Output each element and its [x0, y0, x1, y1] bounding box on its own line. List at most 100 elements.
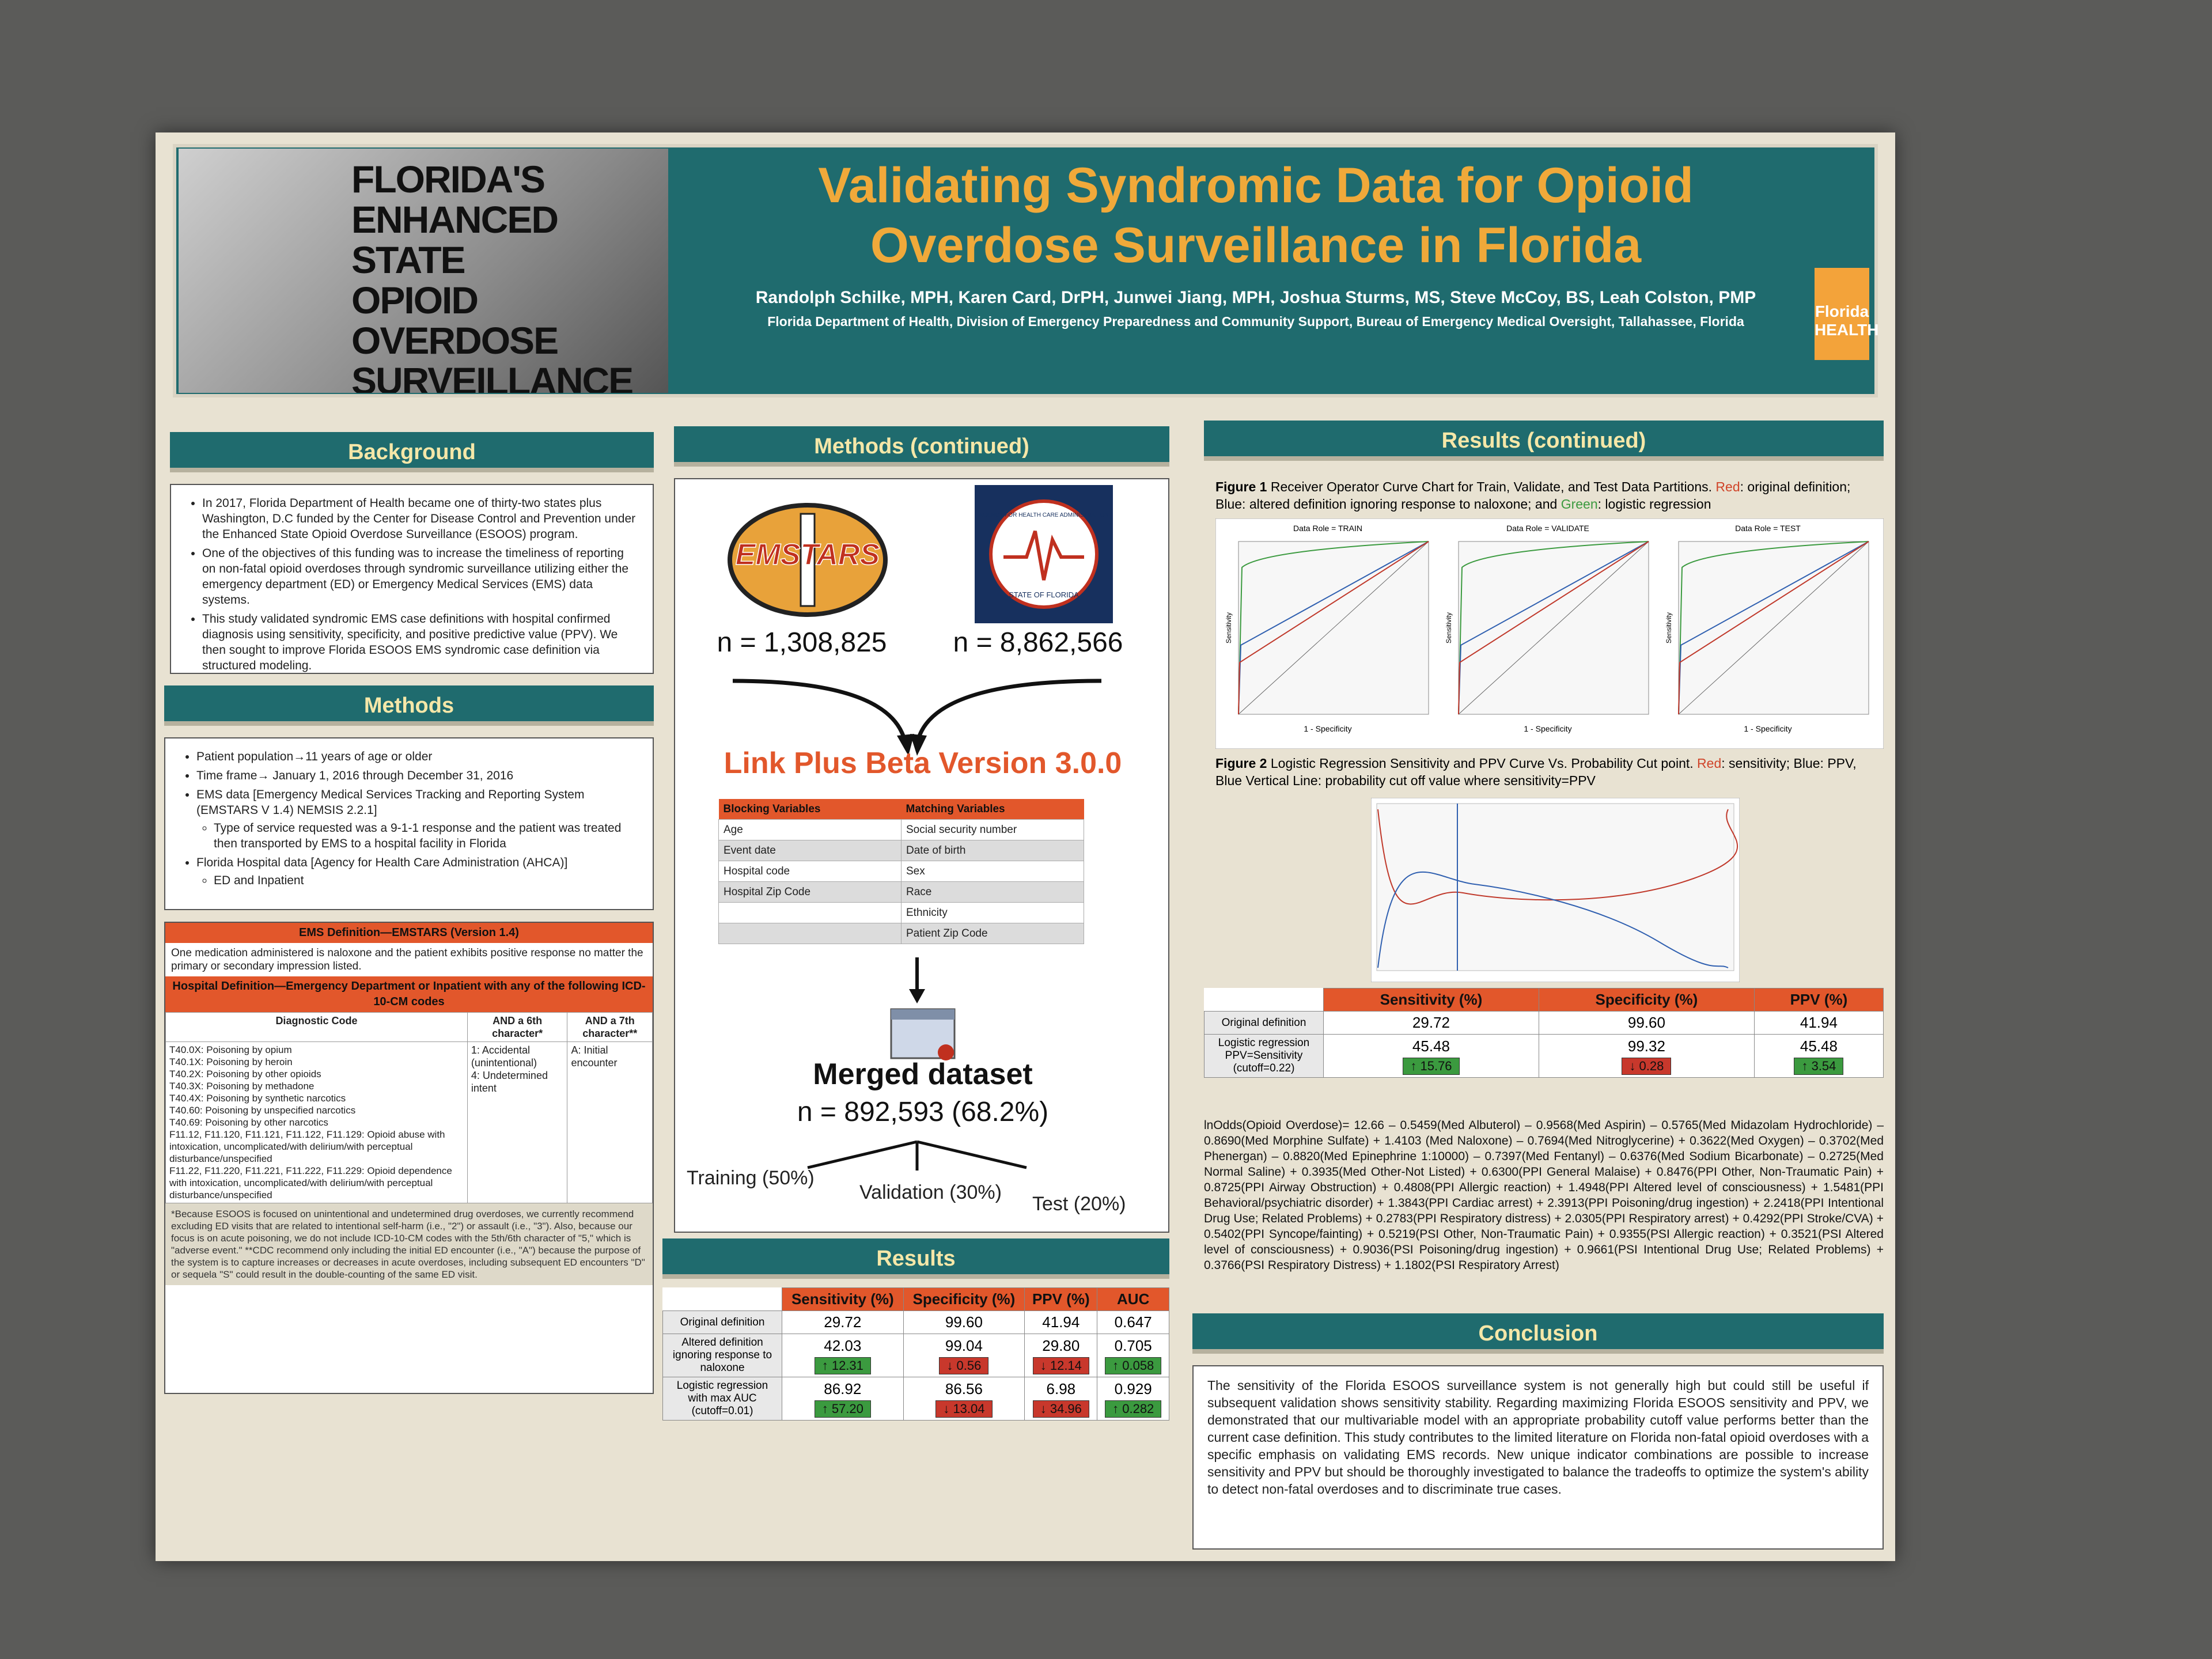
sixth-char: 4: Undetermined intent: [471, 1070, 548, 1094]
table-cell: 6.98 ↓ 34.96: [1024, 1377, 1098, 1421]
table-cell: 29.72: [1323, 1011, 1539, 1035]
code: T40.2X: Poisoning by other opioids: [169, 1069, 321, 1080]
icon-shape: [938, 1044, 954, 1060]
table-cell: 29.72: [782, 1310, 904, 1334]
table-cell: 41.94: [1753, 1011, 1884, 1035]
regression-equation: lnOdds(Opioid Overdose)= 12.66 – 0.5459(…: [1204, 1119, 1884, 1272]
matching-variable: Social security number: [901, 819, 1084, 840]
code: T40.3X: Poisoning by methadone: [169, 1081, 315, 1092]
plot-area: [1376, 803, 1734, 971]
caption-part: Logistic Regression Sensitivity and PPV …: [1267, 756, 1698, 771]
ahca-logo: AGENCY FOR HEALTH CARE ADMINISTRATION ST…: [975, 485, 1113, 623]
cell-value: 86.92: [824, 1380, 862, 1397]
split-label: Validation (30%): [859, 1181, 1002, 1203]
table-cell: 45.48 ↑ 3.54: [1753, 1034, 1884, 1078]
affiliation: Florida Department of Health, Division o…: [767, 314, 1744, 329]
logo-line: SURVEILLANCE: [351, 359, 634, 393]
icon-shape: [891, 1009, 955, 1020]
roc-curve: [1238, 541, 1429, 715]
dataset-icon: [890, 1008, 956, 1060]
change-badge: ↑ 12.31: [814, 1357, 871, 1374]
bullet: In 2017, Florida Department of Health be…: [202, 495, 639, 542]
row-label: Logistic regression PPV=Sensitivity (cut…: [1204, 1034, 1324, 1078]
bullet-list: Patient population→11 years of age or ol…: [179, 749, 639, 888]
table-cell: 86.56 ↓ 13.04: [903, 1377, 1025, 1421]
column-header: AND a 7th character**: [567, 1012, 653, 1042]
arrow: [807, 1140, 918, 1169]
cell-value: 41.94: [1800, 1014, 1838, 1031]
panel-title: Data Role = VALIDATE: [1506, 524, 1589, 533]
split-label: Test (20%): [1032, 1193, 1126, 1215]
logo-line: FLORIDA'S: [351, 158, 546, 200]
column-header: Blocking Variables: [718, 799, 902, 820]
split-arrows: [807, 1140, 1027, 1171]
section-heading: Results (continued): [1204, 421, 1884, 461]
logo-shape: [800, 513, 816, 607]
link-row: Event date Date of birth: [718, 840, 1084, 861]
sub-list: ED and Inpatient: [196, 873, 639, 888]
caption-part: Receiver Operator Curve Chart for Train,…: [1267, 479, 1716, 494]
code: T40.1X: Poisoning by heroin: [169, 1056, 293, 1067]
code-table: Diagnostic Code AND a 6th character* AND a…: [165, 1012, 653, 1203]
code-header: Diagnostic Code AND a 6th character* AND a…: [165, 1012, 653, 1042]
matching-variable: Ethnicity: [901, 902, 1084, 923]
roc-curve: [1458, 541, 1649, 715]
n-ahca: n = 8,862,566: [953, 627, 1123, 658]
table-cell: 42.03 ↑ 12.31: [782, 1334, 904, 1377]
code: T40.60: Poisoning by unspecified narcoti…: [169, 1105, 356, 1116]
logo-shape: [1003, 531, 1084, 581]
arrow-head: [897, 734, 914, 756]
cell-value: 29.80: [1042, 1336, 1080, 1354]
bullet: Time frame→ January 1, 2016 through Dece…: [196, 768, 639, 783]
section-heading: Conclusion: [1192, 1313, 1884, 1354]
footnote: *Because ESOOS is focused on unintention…: [165, 1203, 653, 1285]
change-badge: ↑ 0.058: [1105, 1357, 1162, 1374]
table-row: Logistic regression PPV=Sensitivity (cut…: [1204, 1034, 1884, 1078]
cell-value: 99.32: [1627, 1037, 1665, 1055]
caption-part: Figure 1: [1215, 479, 1267, 494]
cell-value: 45.48: [1800, 1037, 1838, 1055]
section-heading: Results: [662, 1238, 1169, 1279]
code: T40.4X: Poisoning by synthetic narcotics: [169, 1093, 346, 1104]
table-cell: 0.705 ↑ 0.058: [1097, 1334, 1169, 1377]
caption-part: Red: [1715, 479, 1740, 494]
roc-curve: [1238, 541, 1429, 715]
y-axis-label: Sensitivity: [1665, 612, 1673, 643]
bullet: This study validated syndromic EMS case …: [202, 611, 639, 673]
blocking-variable: [718, 902, 902, 923]
table-cell: 99.60: [1538, 1011, 1755, 1035]
roc-curve: [1678, 541, 1869, 715]
bullet: One of the objectives of this funding wa…: [202, 546, 639, 608]
florida-health-logo: Florida HEALTH: [1815, 268, 1878, 360]
table-cell: 29.80 ↓ 12.14: [1024, 1334, 1098, 1377]
matching-variable: Patient Zip Code: [901, 923, 1084, 944]
code: T40.69: Poisoning by other narcotics: [169, 1117, 328, 1128]
table-cell: 41.94: [1024, 1310, 1098, 1334]
sub-bullet: Type of service requested was a 9-1-1 re…: [214, 820, 639, 851]
cell-value: 29.72: [1412, 1014, 1450, 1031]
emstars-text: EMSTARS: [736, 538, 880, 571]
change-badge: ↓ 13.04: [935, 1400, 993, 1418]
diagonal: [1678, 541, 1869, 715]
column-header: PPV (%): [1753, 988, 1884, 1012]
table-cell: 45.48 ↑ 15.76: [1323, 1034, 1539, 1078]
bullet-list: In 2017, Florida Department of Health be…: [185, 495, 639, 673]
column-header: AND a 6th character*: [467, 1012, 568, 1042]
code: F11.22, F11.220, F11.221, F11.222, F11.2…: [169, 1165, 452, 1200]
methods-box: Patient population→11 years of age or ol…: [164, 737, 654, 910]
arrow: [732, 679, 908, 745]
change-badge: ↑ 15.76: [1403, 1057, 1460, 1075]
health-logo-text: Florida: [1815, 302, 1869, 320]
column-header: PPV (%): [1024, 1287, 1098, 1311]
x-axis-label: 1 - Specificity: [1304, 724, 1351, 733]
cell-value: 0.705: [1114, 1336, 1152, 1354]
table-cell: 0.647: [1097, 1310, 1169, 1334]
change-badge: ↑ 57.20: [814, 1400, 871, 1418]
background-box: In 2017, Florida Department of Health be…: [170, 484, 654, 674]
roc-curve: [1458, 541, 1649, 715]
blocking-variable: Hospital code: [718, 861, 902, 882]
seventh-char: A: Initial encounter: [571, 1044, 618, 1069]
sensitivity-curve: [1377, 809, 1738, 905]
